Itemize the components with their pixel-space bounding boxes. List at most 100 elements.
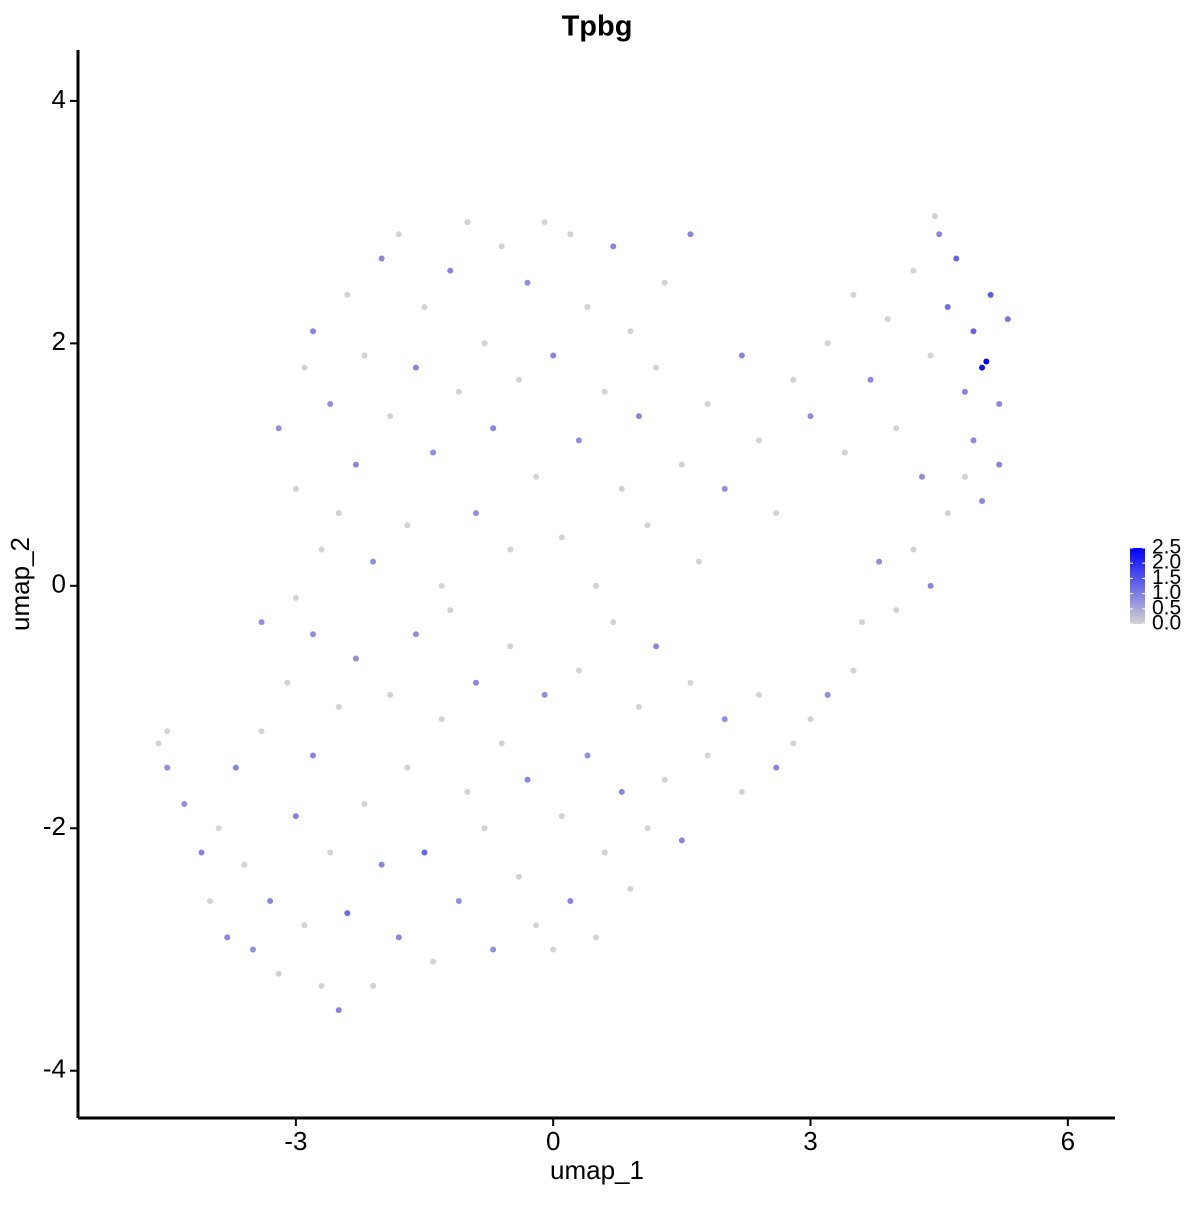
y-tick-label: -2 [43, 811, 66, 841]
cell-point [931, 213, 938, 220]
cell-point [550, 946, 557, 953]
cell-point [344, 291, 351, 298]
cell-point [704, 752, 711, 759]
cell-point [824, 691, 831, 698]
cell-point [215, 825, 222, 832]
cell-point [378, 861, 385, 868]
cell-point [970, 437, 977, 444]
cell-point [961, 388, 968, 395]
cell-point [687, 679, 694, 686]
cell-point [635, 413, 642, 420]
cell-point [773, 510, 780, 517]
cell-point [927, 582, 934, 589]
cell-point [198, 849, 205, 856]
cell-point [284, 679, 291, 686]
cell-point [472, 510, 479, 517]
cell-point [472, 679, 479, 686]
cell-point [292, 813, 299, 820]
colorbar-tick-label: 1.0 [1152, 581, 1181, 604]
cell-point [644, 522, 651, 529]
x-tick-label: 6 [1061, 1126, 1075, 1156]
cell-point [936, 231, 943, 238]
cell-point [507, 546, 514, 553]
cell-point [970, 328, 977, 335]
cell-point [678, 837, 685, 844]
cell-point [541, 691, 548, 698]
cell-point [584, 303, 591, 310]
x-tick-label: 3 [803, 1126, 817, 1156]
cell-point [267, 898, 274, 905]
cell-point [601, 388, 608, 395]
cell-point [533, 473, 540, 480]
cell-point [919, 473, 926, 480]
cell-point [387, 691, 394, 698]
cell-point [370, 558, 377, 565]
cell-point [258, 728, 265, 735]
cell-point [207, 898, 214, 905]
cell-point [996, 461, 1003, 468]
cell-point [601, 849, 608, 856]
cell-point [867, 376, 874, 383]
cell-point [327, 849, 334, 856]
cell-point [421, 849, 428, 856]
cell-point [533, 922, 540, 929]
cell-point [593, 934, 600, 941]
x-axis-label: umap_1 [550, 1155, 644, 1185]
cell-point [910, 546, 917, 553]
y-tick-label: -4 [43, 1054, 66, 1084]
cell-point [524, 279, 531, 286]
cell-point [421, 303, 428, 310]
colorbar-tick-label: 2.0 [1152, 551, 1181, 574]
cell-point [807, 716, 814, 723]
cell-point [249, 946, 256, 953]
x-tick-label: -3 [284, 1126, 307, 1156]
cell-point [558, 813, 565, 820]
cell-point [807, 413, 814, 420]
cell-point [430, 958, 437, 965]
y-tick-label: 4 [52, 84, 66, 114]
cell-point [927, 352, 934, 359]
cell-point [610, 243, 617, 250]
cell-point [944, 303, 951, 310]
cell-point [644, 825, 651, 832]
cell-point [695, 558, 702, 565]
cell-point [438, 582, 445, 589]
cell-point [430, 449, 437, 456]
cell-point [756, 691, 763, 698]
cell-point [378, 255, 385, 262]
colorbar-tick-label: 2.5 [1152, 536, 1181, 559]
cell-point [910, 267, 917, 274]
cell-point [618, 788, 625, 795]
cell-point [318, 982, 325, 989]
cell-point [275, 425, 282, 432]
cell-point [824, 340, 831, 347]
cell-point [164, 728, 171, 735]
cell-point [841, 449, 848, 456]
cell-point [721, 485, 728, 492]
cell-point [893, 425, 900, 432]
cell-point [352, 461, 359, 468]
cell-point [455, 898, 462, 905]
cell-point [438, 716, 445, 723]
cell-point [507, 643, 514, 650]
cell-point [738, 788, 745, 795]
cell-point [447, 267, 454, 274]
cell-point [258, 619, 265, 626]
cell-point [627, 885, 634, 892]
cell-point [464, 788, 471, 795]
cell-point [876, 558, 883, 565]
cell-point [979, 497, 986, 504]
cell-point [515, 873, 522, 880]
cell-point [464, 219, 471, 226]
cell-point [515, 376, 522, 383]
cell-point [1004, 316, 1011, 323]
cell-point [575, 437, 582, 444]
cell-point [790, 740, 797, 747]
cell-point [395, 231, 402, 238]
cell-point [524, 776, 531, 783]
cell-point [653, 643, 660, 650]
y-axis-label: umap_2 [5, 537, 35, 631]
cell-point [498, 740, 505, 747]
cell-point [884, 316, 891, 323]
cell-point [155, 740, 162, 747]
